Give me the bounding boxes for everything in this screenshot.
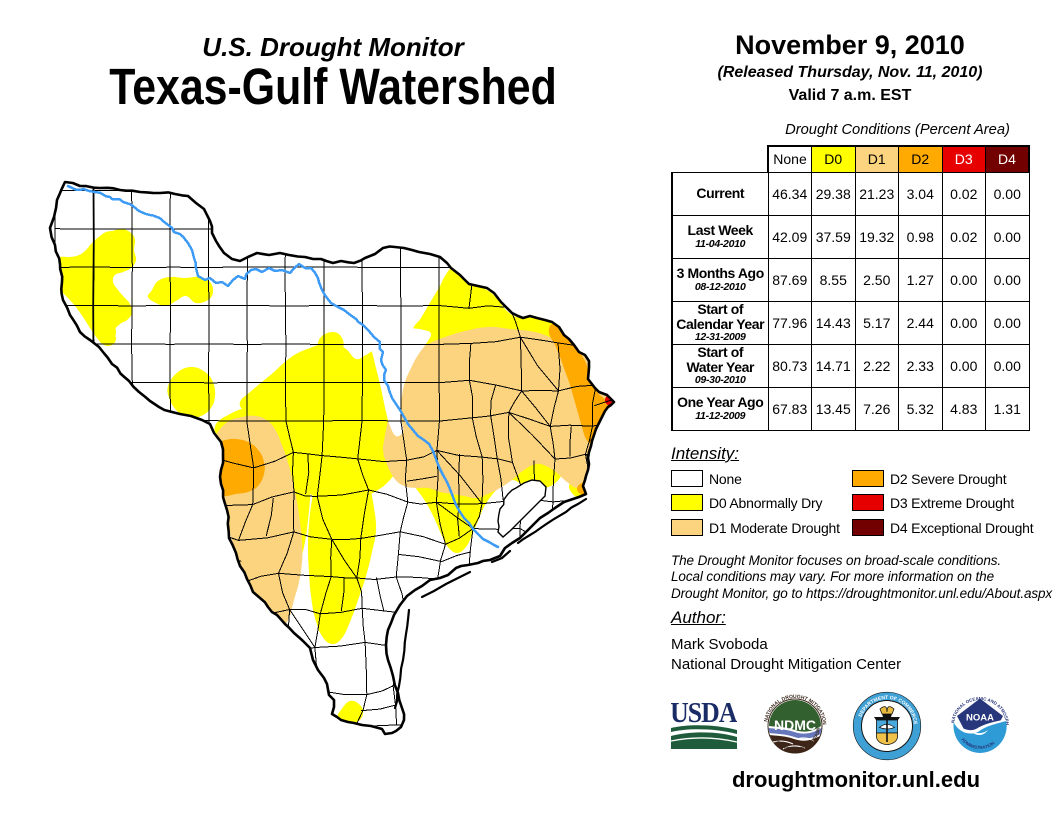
- svg-text:NDMC: NDMC: [774, 717, 816, 733]
- svg-text:USDA: USDA: [671, 701, 737, 728]
- svg-text:NOAA: NOAA: [966, 713, 994, 724]
